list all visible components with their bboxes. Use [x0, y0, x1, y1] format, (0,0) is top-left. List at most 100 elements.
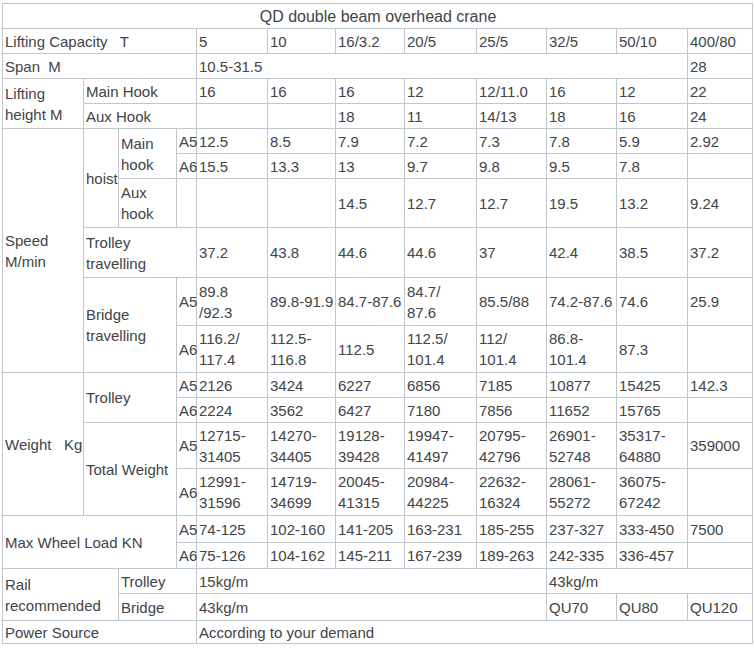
value-cell: 19128- 39428	[336, 423, 405, 469]
table-row: Weight KgTrolleyA52126342462276856718510…	[3, 373, 753, 398]
value-cell: 12	[617, 79, 688, 104]
value-cell: 89.8 /92.3	[197, 278, 268, 326]
value-cell: 112/ 101.4	[477, 326, 547, 373]
value-cell: 15.5	[197, 154, 268, 179]
value-cell: 87.3	[617, 326, 688, 373]
value-cell: 11652	[547, 398, 617, 423]
value-cell: 16	[617, 104, 688, 129]
value-cell: 6856	[405, 373, 477, 398]
value-cell: 9.5	[547, 154, 617, 179]
value-cell: 11	[405, 104, 477, 129]
value-cell: 6227	[336, 373, 405, 398]
value-cell: 19947- 41497	[405, 423, 477, 469]
value-cell: 13.3	[268, 154, 336, 179]
table-row: Lifting Capacity T51016/3.220/525/532/55…	[3, 29, 753, 54]
value-cell: 43.8	[268, 228, 336, 278]
table-row: Bridge travellingA589.8 /92.389.8-91.984…	[3, 278, 753, 326]
value-cell: 44.6	[405, 228, 477, 278]
value-cell: 104-162	[268, 543, 336, 569]
power-source-label: Power Source	[3, 621, 197, 644]
value-cell: 112.5/ 101.4	[405, 326, 477, 373]
value-cell	[177, 179, 197, 228]
lifting-capacity-label: Lifting Capacity T	[3, 29, 197, 54]
value-cell: 7.8	[547, 129, 617, 154]
a6-label: A6	[177, 543, 197, 569]
table-row: Trolley travelling37.243.844.644.63742.4…	[3, 228, 753, 278]
value-cell: 242-335	[547, 543, 617, 569]
value-cell: 18	[547, 104, 617, 129]
value-cell	[688, 469, 753, 516]
value-cell: 3562	[268, 398, 336, 423]
value-cell	[688, 154, 753, 179]
value-cell: 13.2	[617, 179, 688, 228]
value-cell	[688, 398, 753, 423]
a6-label: A6	[177, 326, 197, 373]
value-cell: 6427	[336, 398, 405, 423]
rail-trolley-label: Trolley	[119, 569, 197, 594]
value-cell: 13	[336, 154, 405, 179]
value-cell: 16	[197, 79, 268, 104]
main-hook-label: Main Hook	[84, 79, 197, 104]
value-cell: 14.5	[336, 179, 405, 228]
power-source-value: According to your demand	[197, 621, 753, 644]
value-cell: 22632- 16324	[477, 469, 547, 516]
value-cell: 16/3.2	[336, 29, 405, 54]
value-cell: 336-457	[617, 543, 688, 569]
value-cell: 7185	[477, 373, 547, 398]
value-cell: 20045- 41315	[336, 469, 405, 516]
value-cell	[197, 104, 268, 129]
value-cell: 74-125	[197, 516, 268, 543]
bridge-travelling-label: Bridge travelling	[84, 278, 177, 373]
value-cell	[268, 179, 336, 228]
value-cell: 25/5	[477, 29, 547, 54]
hoist-label: hoist	[84, 129, 119, 228]
value-cell: 2.92	[688, 129, 753, 154]
value-cell: 7500	[688, 516, 753, 543]
value-cell: 8.5	[268, 129, 336, 154]
value-cell: 37.2	[688, 228, 753, 278]
value-cell: 2126	[197, 373, 268, 398]
value-cell: 112.5	[336, 326, 405, 373]
value-cell: 37.2	[197, 228, 268, 278]
value-cell: 116.2/ 117.4	[197, 326, 268, 373]
value-cell: 9.24	[688, 179, 753, 228]
a6-label: A6	[177, 154, 197, 179]
value-cell	[268, 104, 336, 129]
a5-label: A5	[177, 423, 197, 469]
max-wheel-load-label: Max Wheel Load KN	[3, 516, 177, 569]
total-weight-label: Total Weight	[84, 423, 177, 516]
value-cell: 89.8-91.9	[268, 278, 336, 326]
value-cell: 18	[336, 104, 405, 129]
aux-hook-label: Aux Hook	[84, 104, 197, 129]
value-cell: 50/10	[617, 29, 688, 54]
table-title: QD double beam overhead crane	[3, 4, 753, 29]
rail-recommended-label: Rail recommended	[3, 569, 119, 621]
value-cell: 7.9	[336, 129, 405, 154]
a5-label: A5	[177, 373, 197, 398]
value-cell: 14270- 34405	[268, 423, 336, 469]
value-cell: 10.5-31.5	[197, 54, 688, 79]
value-cell: 112.5- 116.8	[268, 326, 336, 373]
value-cell: 14/13	[477, 104, 547, 129]
value-cell: 36075- 67242	[617, 469, 688, 516]
value-cell: 12	[405, 79, 477, 104]
value-cell: 3424	[268, 373, 336, 398]
table-body: QD double beam overhead craneLifting Cap…	[3, 4, 753, 644]
value-cell: 20795- 42796	[477, 423, 547, 469]
value-cell: 12991- 31596	[197, 469, 268, 516]
value-cell: 12.7	[405, 179, 477, 228]
a5-label: A5	[177, 278, 197, 326]
table-row: Power SourceAccording to your demand	[3, 621, 753, 644]
value-cell: 42.4	[547, 228, 617, 278]
a6-label: A6	[177, 398, 197, 423]
value-cell: 7.3	[477, 129, 547, 154]
value-cell: 163-231	[405, 516, 477, 543]
value-cell: 5	[197, 29, 268, 54]
table-row: Rail recommendedTrolley15kg/m43kg/m	[3, 569, 753, 594]
value-cell: 20/5	[405, 29, 477, 54]
value-cell: 24	[688, 104, 753, 129]
value-cell: 19.5	[547, 179, 617, 228]
table-row: Span M10.5-31.528	[3, 54, 753, 79]
value-cell: 7180	[405, 398, 477, 423]
crane-spec-table: QD double beam overhead craneLifting Cap…	[2, 3, 753, 644]
